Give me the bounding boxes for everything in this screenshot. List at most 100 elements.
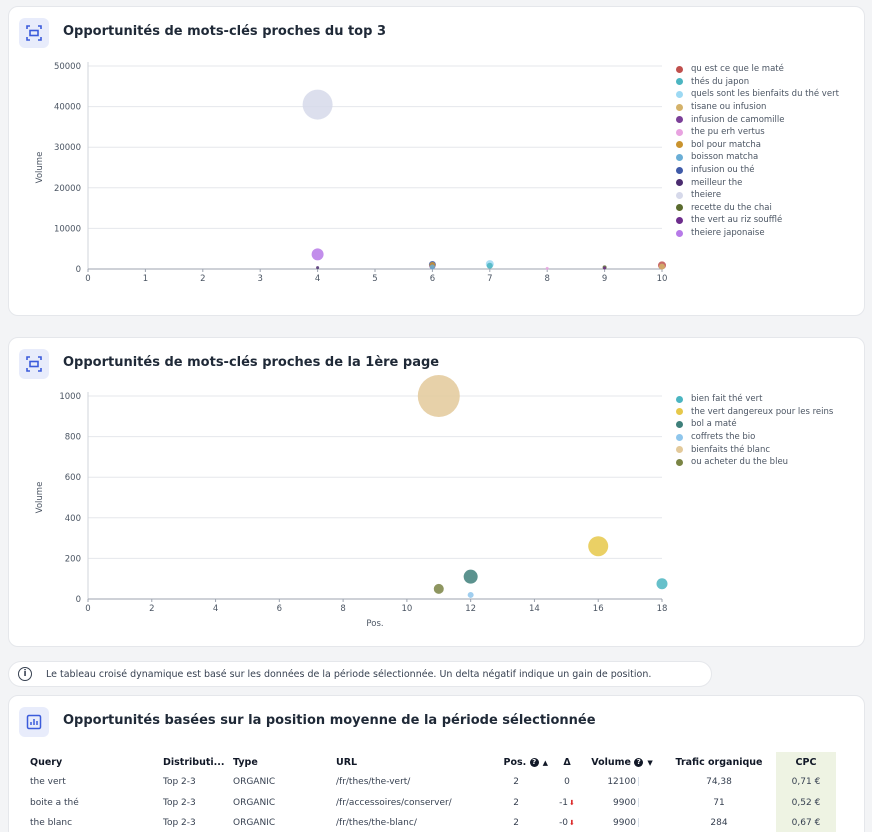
col-query[interactable]: Query	[30, 756, 63, 768]
x-tick-label: 10	[657, 274, 668, 284]
legend-item[interactable]: tisane ou infusion	[676, 101, 839, 114]
legend-label: qu est ce que le maté	[691, 64, 784, 75]
col-type[interactable]: Type	[233, 756, 258, 768]
legend-label: bol pour matcha	[691, 139, 761, 150]
legend-item[interactable]: theiere	[676, 189, 839, 202]
data-point	[433, 583, 444, 594]
x-tick-label: 0	[85, 274, 90, 284]
help-icon: ?	[634, 757, 644, 767]
legend-dot-icon	[676, 90, 683, 98]
col-cpc[interactable]: CPC	[776, 752, 836, 772]
y-tick-label: 40000	[54, 103, 81, 113]
legend-dot-icon	[676, 179, 683, 187]
col-delta[interactable]: Δ	[563, 756, 571, 768]
table-row[interactable]: the blanc Top 2-3 ORGANIC/fr/thes/the-blan…	[30, 813, 836, 832]
legend-item[interactable]: qu est ce que le maté	[676, 63, 839, 76]
legend-item[interactable]: the vert dangereux pour les reins	[676, 406, 833, 419]
cell-distribution: Top 2-3	[163, 777, 196, 788]
cell-traffic: 284	[710, 818, 728, 829]
sort-down-icon[interactable]: ▼	[647, 758, 653, 767]
arrow-down-icon: ⬇	[569, 798, 575, 807]
x-tick-label: 7	[487, 274, 492, 284]
col-traffic[interactable]: Trafic organique	[675, 756, 763, 768]
x-tick-label: 8	[544, 274, 549, 284]
x-tick-label: 4	[315, 274, 320, 284]
legend-item[interactable]: meilleur the	[676, 176, 839, 189]
data-point	[545, 266, 549, 270]
legend-dot-icon	[676, 229, 683, 237]
legend-dot-icon	[676, 166, 683, 174]
cell-type: ORGANIC	[233, 777, 276, 788]
cell-cpc: 0,71 €	[776, 772, 836, 793]
legend-label: boisson matcha	[691, 152, 759, 163]
legend-item[interactable]: the pu erh vertus	[676, 126, 839, 139]
target-frame-icon	[19, 18, 49, 48]
cell-delta: -1⬇	[559, 797, 575, 808]
legend-item[interactable]: bol a maté	[676, 418, 833, 431]
volume-bar-icon: |	[636, 797, 640, 808]
col-pos[interactable]: Pos. ? ▲	[503, 756, 548, 768]
table-row[interactable]: the vert Top 2-3 ORGANIC/fr/thes/the-vert/…	[30, 772, 836, 793]
legend-label: bienfaits thé blanc	[691, 444, 771, 455]
cell-url[interactable]: /fr/thes/the-blanc/	[336, 818, 417, 829]
data-point	[659, 263, 665, 270]
legend-item[interactable]: infusion de camomille	[676, 113, 839, 126]
cell-distribution: Top 2-3	[163, 818, 196, 829]
cell-query: the blanc	[30, 818, 73, 829]
legend-label: bol a maté	[691, 419, 737, 430]
x-tick-label: 2	[149, 604, 154, 614]
data-point	[429, 264, 435, 270]
legend-item[interactable]: coffrets the bio	[676, 431, 833, 444]
y-tick-label: 400	[65, 514, 81, 524]
cell-pos: 2	[513, 797, 519, 808]
y-tick-label: 10000	[54, 224, 81, 234]
legend-item[interactable]: thés du japon	[676, 76, 839, 89]
legend-item[interactable]: theiere japonaise	[676, 227, 839, 240]
cell-volume: 12100|	[607, 777, 640, 788]
legend-item[interactable]: the vert au riz soufflé	[676, 214, 839, 227]
info-text: Le tableau croisé dynamique est basé sur…	[46, 668, 652, 680]
table-row[interactable]: boite a thé Top 2-3 ORGANIC/fr/accessoires…	[30, 792, 836, 813]
x-tick-label: 6	[430, 274, 435, 284]
y-tick-label: 20000	[54, 184, 81, 194]
opportunities-table: Query Distributi... Type URL Pos. ? ▲ Δ V…	[30, 752, 836, 832]
info-icon: i	[18, 667, 32, 681]
cell-type: ORGANIC	[233, 797, 276, 808]
x-axis-label: Pos.	[366, 619, 383, 629]
legend-item[interactable]: bienfaits thé blanc	[676, 443, 833, 456]
legend-dot-icon	[676, 153, 683, 161]
legend-item[interactable]: infusion ou thé	[676, 164, 839, 177]
legend-item[interactable]: bol pour matcha	[676, 139, 839, 152]
legend-item[interactable]: bien fait thé vert	[676, 393, 833, 406]
legend-item[interactable]: boisson matcha	[676, 151, 839, 164]
legend-dot-icon	[676, 458, 683, 466]
col-distribution[interactable]: Distributi...	[163, 756, 225, 768]
data-point	[302, 89, 333, 120]
legend-item[interactable]: ou acheter du the bleu	[676, 456, 833, 469]
chart-legend: qu est ce que le maté thés du japon quels …	[676, 63, 839, 239]
x-tick-label: 2	[200, 274, 205, 284]
col-url[interactable]: URL	[336, 756, 358, 768]
y-axis-label: Volume	[35, 482, 45, 514]
target-frame-icon	[19, 349, 49, 379]
legend-dot-icon	[676, 408, 683, 416]
legend-label: infusion de camomille	[691, 114, 785, 125]
cell-url[interactable]: /fr/thes/the-vert/	[336, 777, 411, 788]
cell-query: boite a thé	[30, 797, 79, 808]
data-point	[316, 266, 320, 270]
y-tick-label: 0	[76, 595, 81, 605]
legend-label: the pu erh vertus	[691, 127, 765, 138]
chart-card-first-page: Opportunités de mots-clés proches de la …	[8, 337, 865, 647]
legend-item[interactable]: recette du the chai	[676, 202, 839, 215]
y-tick-label: 1000	[59, 392, 81, 402]
y-tick-label: 200	[65, 554, 81, 564]
legend-dot-icon	[676, 446, 683, 454]
cell-traffic: 74,38	[706, 777, 732, 788]
legend-item[interactable]: quels sont les bienfaits du thé vert	[676, 88, 839, 101]
col-volume[interactable]: Volume ? ▼	[591, 756, 653, 768]
legend-dot-icon	[676, 395, 683, 403]
cell-url[interactable]: /fr/accessoires/conserver/	[336, 797, 452, 808]
data-point	[417, 375, 460, 417]
sort-up-icon[interactable]: ▲	[542, 758, 548, 767]
chart-title: Opportunités de mots-clés proches du top…	[63, 24, 386, 39]
